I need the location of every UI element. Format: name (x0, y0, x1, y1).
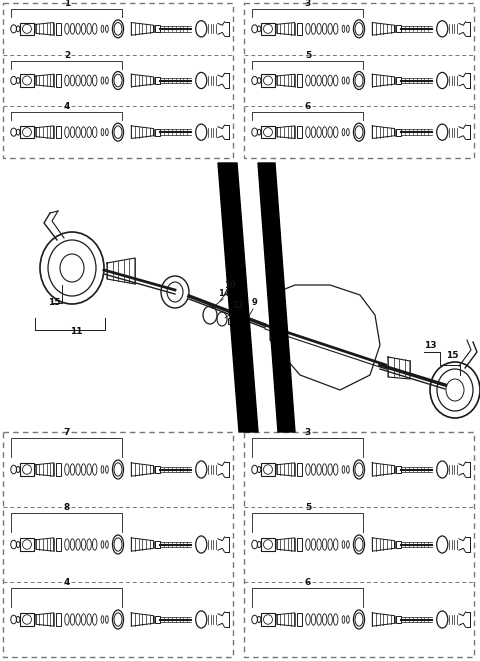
Text: 9: 9 (252, 298, 258, 307)
Text: 5: 5 (305, 51, 311, 59)
Bar (155, 615, 160, 623)
Bar (261, 22, 275, 35)
Polygon shape (372, 126, 395, 138)
Bar (396, 25, 401, 32)
Polygon shape (218, 163, 258, 432)
Bar (20, 538, 34, 551)
Bar (20, 463, 34, 476)
Bar (261, 126, 275, 138)
Bar (396, 466, 401, 473)
Bar (155, 25, 160, 32)
Text: 12: 12 (232, 301, 244, 310)
Bar (20, 22, 34, 35)
Bar (261, 463, 275, 476)
Polygon shape (277, 538, 295, 551)
Bar (396, 615, 401, 623)
Bar (297, 22, 302, 35)
Text: 15: 15 (48, 298, 60, 307)
Bar (261, 613, 275, 626)
Bar (155, 129, 160, 136)
Bar (297, 463, 302, 476)
Text: 15: 15 (446, 351, 458, 360)
Text: 2: 2 (64, 51, 70, 59)
Polygon shape (277, 463, 295, 476)
Bar (155, 77, 160, 84)
Bar (261, 538, 275, 551)
Polygon shape (36, 463, 54, 476)
Bar (396, 129, 401, 136)
Text: 5: 5 (305, 503, 311, 512)
Polygon shape (277, 74, 295, 87)
Polygon shape (36, 22, 54, 35)
Text: 8: 8 (64, 503, 70, 512)
Polygon shape (277, 613, 295, 626)
Polygon shape (132, 463, 154, 476)
Text: 14: 14 (218, 289, 230, 298)
Text: 1: 1 (64, 0, 70, 8)
Polygon shape (372, 463, 395, 476)
Bar (56, 74, 61, 87)
Bar (56, 613, 61, 626)
Text: 3: 3 (305, 0, 311, 8)
Text: 7: 7 (64, 428, 70, 437)
Polygon shape (372, 538, 395, 551)
Bar (20, 126, 34, 138)
Bar (297, 74, 302, 87)
Text: 13: 13 (424, 341, 436, 350)
Polygon shape (132, 613, 154, 626)
Polygon shape (372, 22, 395, 35)
Text: 4: 4 (64, 102, 70, 111)
Polygon shape (36, 126, 54, 138)
Polygon shape (277, 22, 295, 35)
Text: 6: 6 (305, 578, 311, 587)
Polygon shape (132, 126, 154, 138)
Bar (56, 463, 61, 476)
Bar (244, 432, 474, 657)
Polygon shape (36, 74, 54, 87)
Bar (396, 541, 401, 549)
Bar (228, 318, 236, 324)
Polygon shape (36, 613, 54, 626)
Polygon shape (132, 538, 154, 551)
Bar (56, 22, 61, 35)
Bar (3, 432, 233, 657)
Polygon shape (277, 126, 295, 138)
Polygon shape (36, 538, 54, 551)
Bar (261, 74, 275, 87)
Bar (56, 538, 61, 551)
Bar (396, 77, 401, 84)
Text: 11: 11 (70, 327, 83, 336)
Bar (244, 3, 474, 158)
Polygon shape (132, 74, 154, 87)
Bar (297, 538, 302, 551)
Bar (297, 126, 302, 138)
Text: 3: 3 (305, 428, 311, 437)
Polygon shape (258, 163, 295, 432)
Text: 4: 4 (64, 578, 70, 587)
Bar (155, 541, 160, 549)
Polygon shape (372, 613, 395, 626)
Polygon shape (107, 258, 135, 284)
Text: 10: 10 (224, 281, 236, 290)
Polygon shape (372, 74, 395, 87)
Bar (20, 613, 34, 626)
Bar (297, 613, 302, 626)
Polygon shape (388, 357, 410, 379)
Bar (3, 3, 233, 158)
Polygon shape (132, 22, 154, 35)
Bar (155, 466, 160, 473)
Text: 6: 6 (305, 102, 311, 111)
Bar (20, 74, 34, 87)
Bar (56, 126, 61, 138)
